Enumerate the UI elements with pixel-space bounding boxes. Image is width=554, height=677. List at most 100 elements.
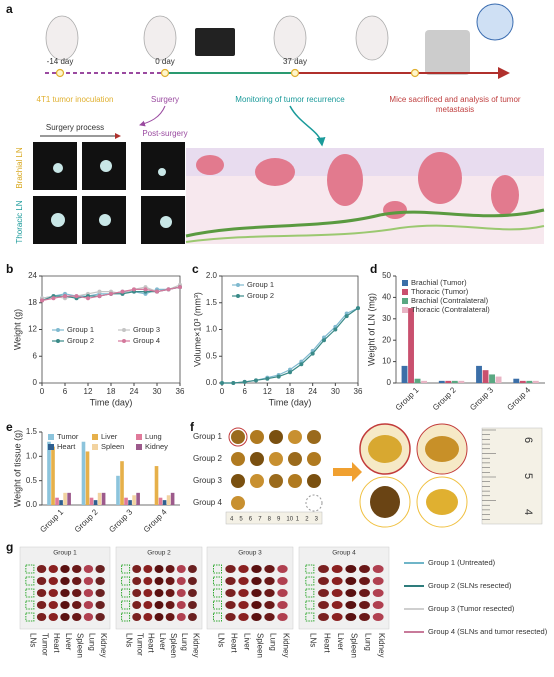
organ: [95, 577, 105, 585]
bar: [59, 500, 63, 505]
panel-label: d: [370, 262, 377, 276]
organ: [225, 601, 236, 609]
organ: [187, 613, 197, 621]
organ: [132, 613, 142, 621]
epidermis: [186, 148, 544, 176]
group-label: Group 1: [193, 432, 222, 441]
legend-marker: [56, 339, 60, 343]
legend-swatch: [136, 434, 142, 440]
bar: [47, 441, 51, 505]
ruler-number: 3: [315, 517, 319, 523]
day-label: 0 day: [155, 57, 175, 66]
legend-swatch: [92, 434, 98, 440]
legend-label: Group 1 (Untreated): [428, 558, 496, 567]
microscope: [425, 30, 470, 75]
x-axis-label: Time (day): [90, 397, 133, 407]
bar: [451, 380, 458, 383]
organ-label: Lung: [87, 633, 96, 651]
x-tick-label: 36: [354, 387, 363, 396]
organ: [345, 601, 357, 609]
organ: [331, 565, 343, 573]
x-tick-label: Group 1: [38, 507, 65, 534]
ruler-number: 8: [268, 517, 272, 523]
ln-box: [213, 588, 222, 598]
legend-swatch: [48, 444, 54, 450]
step-label: Mice sacrificed and analysis of tumor: [389, 95, 521, 104]
panel-label: b: [6, 262, 13, 276]
organ: [318, 601, 329, 609]
data-point: [288, 370, 292, 375]
organ: [345, 589, 357, 597]
row-label: Thoracic LN: [15, 200, 24, 243]
step-label: 4T1 tumor inoculation: [37, 95, 114, 104]
data-point: [155, 289, 159, 294]
organ: [95, 613, 105, 621]
organ-label: LNs: [124, 633, 133, 647]
organ: [225, 613, 236, 621]
panel-label: e: [6, 420, 13, 434]
ln-box: [213, 576, 222, 586]
ln-box: [305, 600, 315, 610]
bar: [132, 495, 136, 505]
legend-label: Group 2: [67, 336, 94, 345]
organ-label: Lung: [180, 633, 189, 651]
organ: [60, 601, 70, 609]
organ-label: Kidney: [377, 633, 386, 657]
organ: [359, 565, 370, 573]
group-label: Group 1: [53, 550, 77, 557]
organ: [154, 601, 164, 609]
ruler-number: 4: [230, 517, 234, 523]
data-point: [254, 378, 258, 383]
signal: [51, 213, 65, 227]
organ: [83, 577, 94, 585]
legend-swatch: [402, 307, 408, 313]
tumor-sample: [307, 430, 321, 444]
group-label: Group 2: [193, 454, 222, 463]
panel-label: g: [6, 540, 13, 554]
organ: [36, 613, 47, 621]
data-point: [178, 285, 182, 290]
organ: [359, 613, 370, 621]
bar: [158, 497, 163, 505]
x-tick-label: 0: [220, 387, 225, 396]
mouse: [355, 15, 389, 61]
organ-label: Spleen: [255, 633, 264, 658]
legend-label: Spleen: [101, 442, 124, 451]
organ: [318, 565, 329, 573]
organ: [36, 589, 47, 597]
ln-box: [121, 564, 131, 574]
ln-box: [213, 600, 222, 610]
organ: [83, 565, 94, 573]
organ: [60, 565, 70, 573]
bar: [51, 446, 55, 505]
organ: [154, 565, 164, 573]
organ: [318, 589, 329, 597]
organ: [36, 601, 47, 609]
organ: [318, 577, 329, 585]
tumor-sample: [307, 474, 321, 488]
row-label: Brachial LN: [15, 147, 24, 189]
bar: [532, 380, 539, 383]
ln-box: [305, 612, 315, 622]
tumor-cluster: [327, 154, 363, 206]
legend-label: Group 4: [133, 336, 160, 345]
data-point: [74, 294, 79, 299]
organ: [83, 601, 94, 609]
y-tick-label: 10: [382, 357, 391, 366]
step-label: metastasis: [436, 105, 474, 114]
axis: [221, 275, 359, 384]
y-axis-label: Weight of LN (mg): [366, 293, 376, 366]
legend-swatch: [92, 444, 98, 450]
organ: [72, 601, 82, 609]
organ: [48, 589, 58, 597]
y-tick-label: 2.0: [206, 271, 218, 280]
bar: [408, 308, 414, 383]
x-tick-label: 12: [263, 387, 272, 396]
y-tick-label: 12: [28, 325, 37, 334]
organ: [238, 565, 249, 573]
organ: [143, 601, 153, 609]
organ: [277, 589, 288, 597]
organ: [372, 589, 384, 597]
data-point: [220, 381, 224, 385]
